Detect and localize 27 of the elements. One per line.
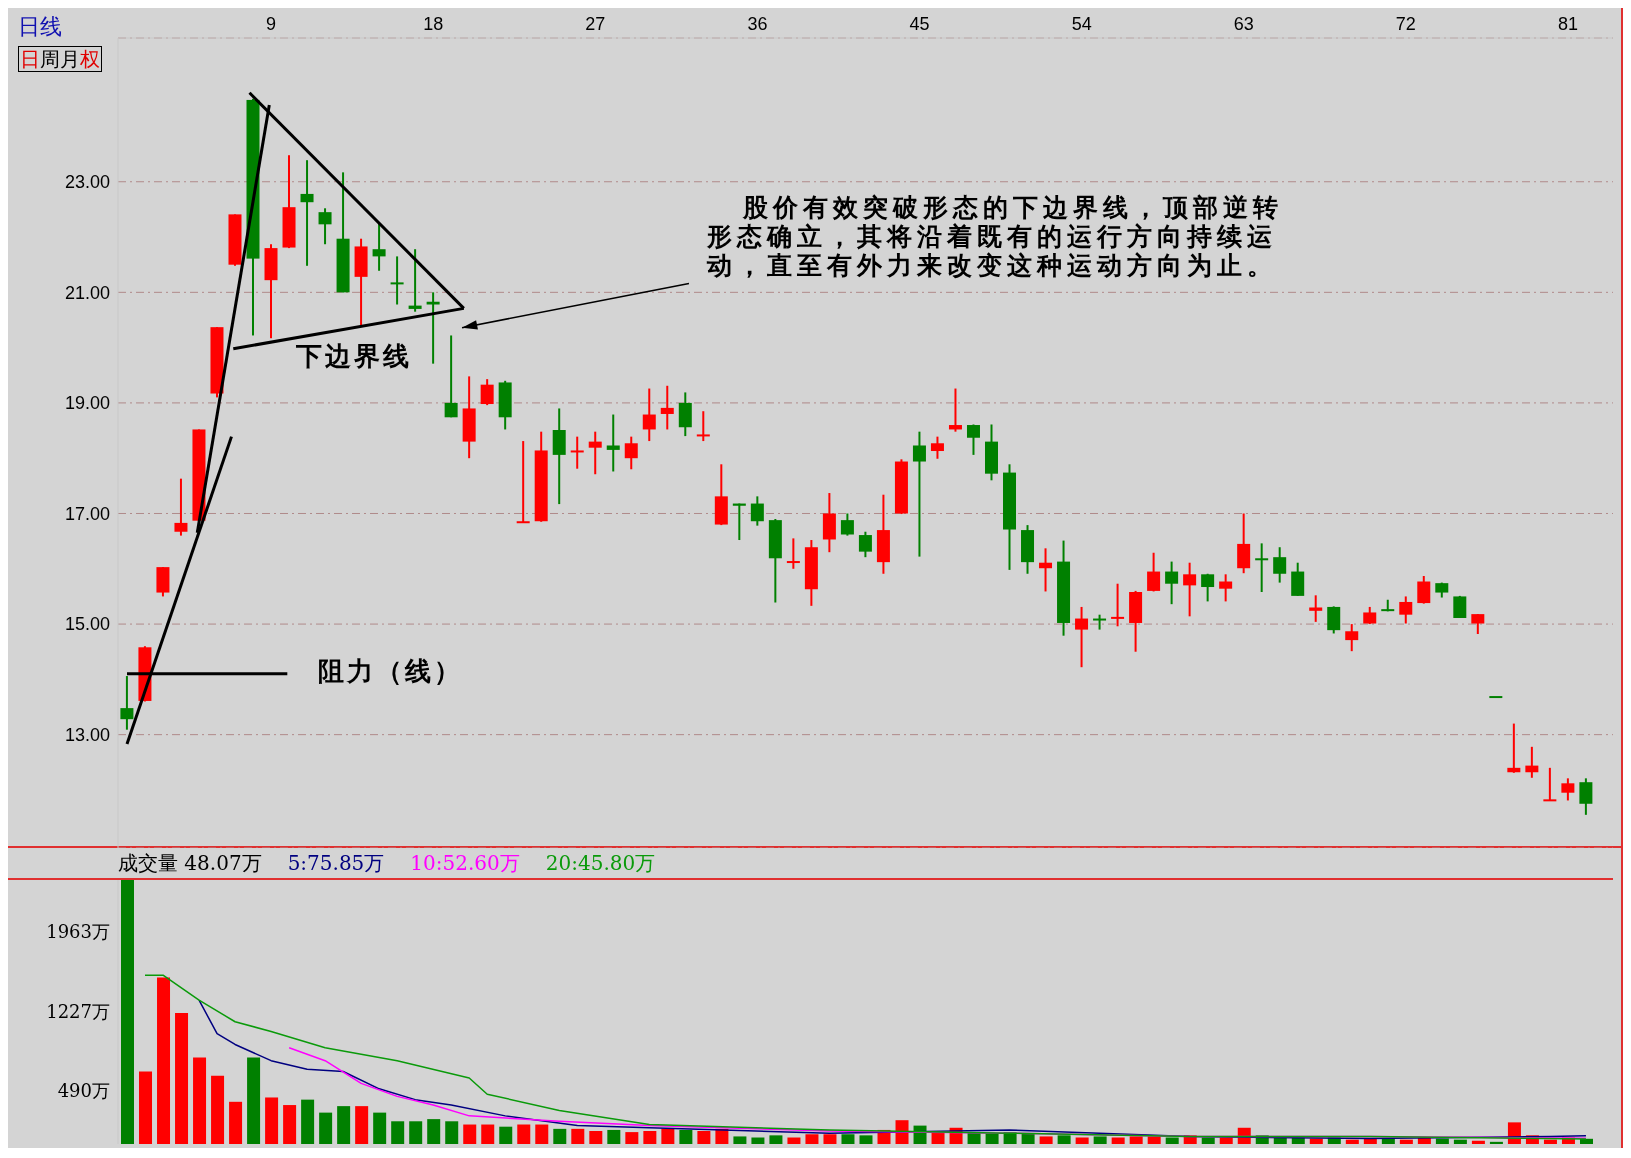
x-tick-label: 18 — [423, 14, 444, 34]
text: 5:75.85万 — [287, 849, 385, 877]
y-tick-label: 1227万 — [46, 1000, 110, 1022]
y-tick-label: 17.00 — [64, 503, 110, 524]
y-tick-label: 21.00 — [64, 282, 110, 303]
x-tick-label: 36 — [747, 14, 768, 34]
y-tick-label: 490万 — [57, 1080, 110, 1102]
x-tick-label: 54 — [1071, 14, 1092, 34]
x-tick-label: 63 — [1233, 14, 1254, 34]
y-tick-label: 15.00 — [64, 614, 110, 635]
x-tick-label: 72 — [1395, 14, 1416, 34]
x-tick-label: 81 — [1557, 14, 1578, 34]
y-tick-label: 1963万 — [46, 921, 110, 942]
x-tick-label: 45 — [909, 14, 930, 34]
chart-title: 日线 — [18, 13, 62, 41]
text: 20:45.80万 — [545, 849, 656, 877]
x-tick-label: 9 — [266, 14, 277, 34]
x-tick-label: 27 — [585, 14, 606, 34]
series-label: 成交量 48.07万 — [118, 849, 262, 877]
text: 日周月权 — [20, 47, 100, 71]
y-tick-label: 19.00 — [64, 393, 110, 414]
annotation: 阻力（线） — [317, 655, 463, 689]
annotation: 下边界线 — [296, 340, 413, 374]
annotation: 股价有效突破形态的下边界线，顶部逆转形态确立，其将沿着既有的运行方向持续运动，直至有外力来改变这种运动方向为止。 — [706, 192, 1284, 280]
y-tick-label: 13.00 — [64, 725, 110, 746]
y-tick-label: 23.00 — [64, 172, 110, 193]
text: 10:52.60万 — [410, 849, 520, 877]
